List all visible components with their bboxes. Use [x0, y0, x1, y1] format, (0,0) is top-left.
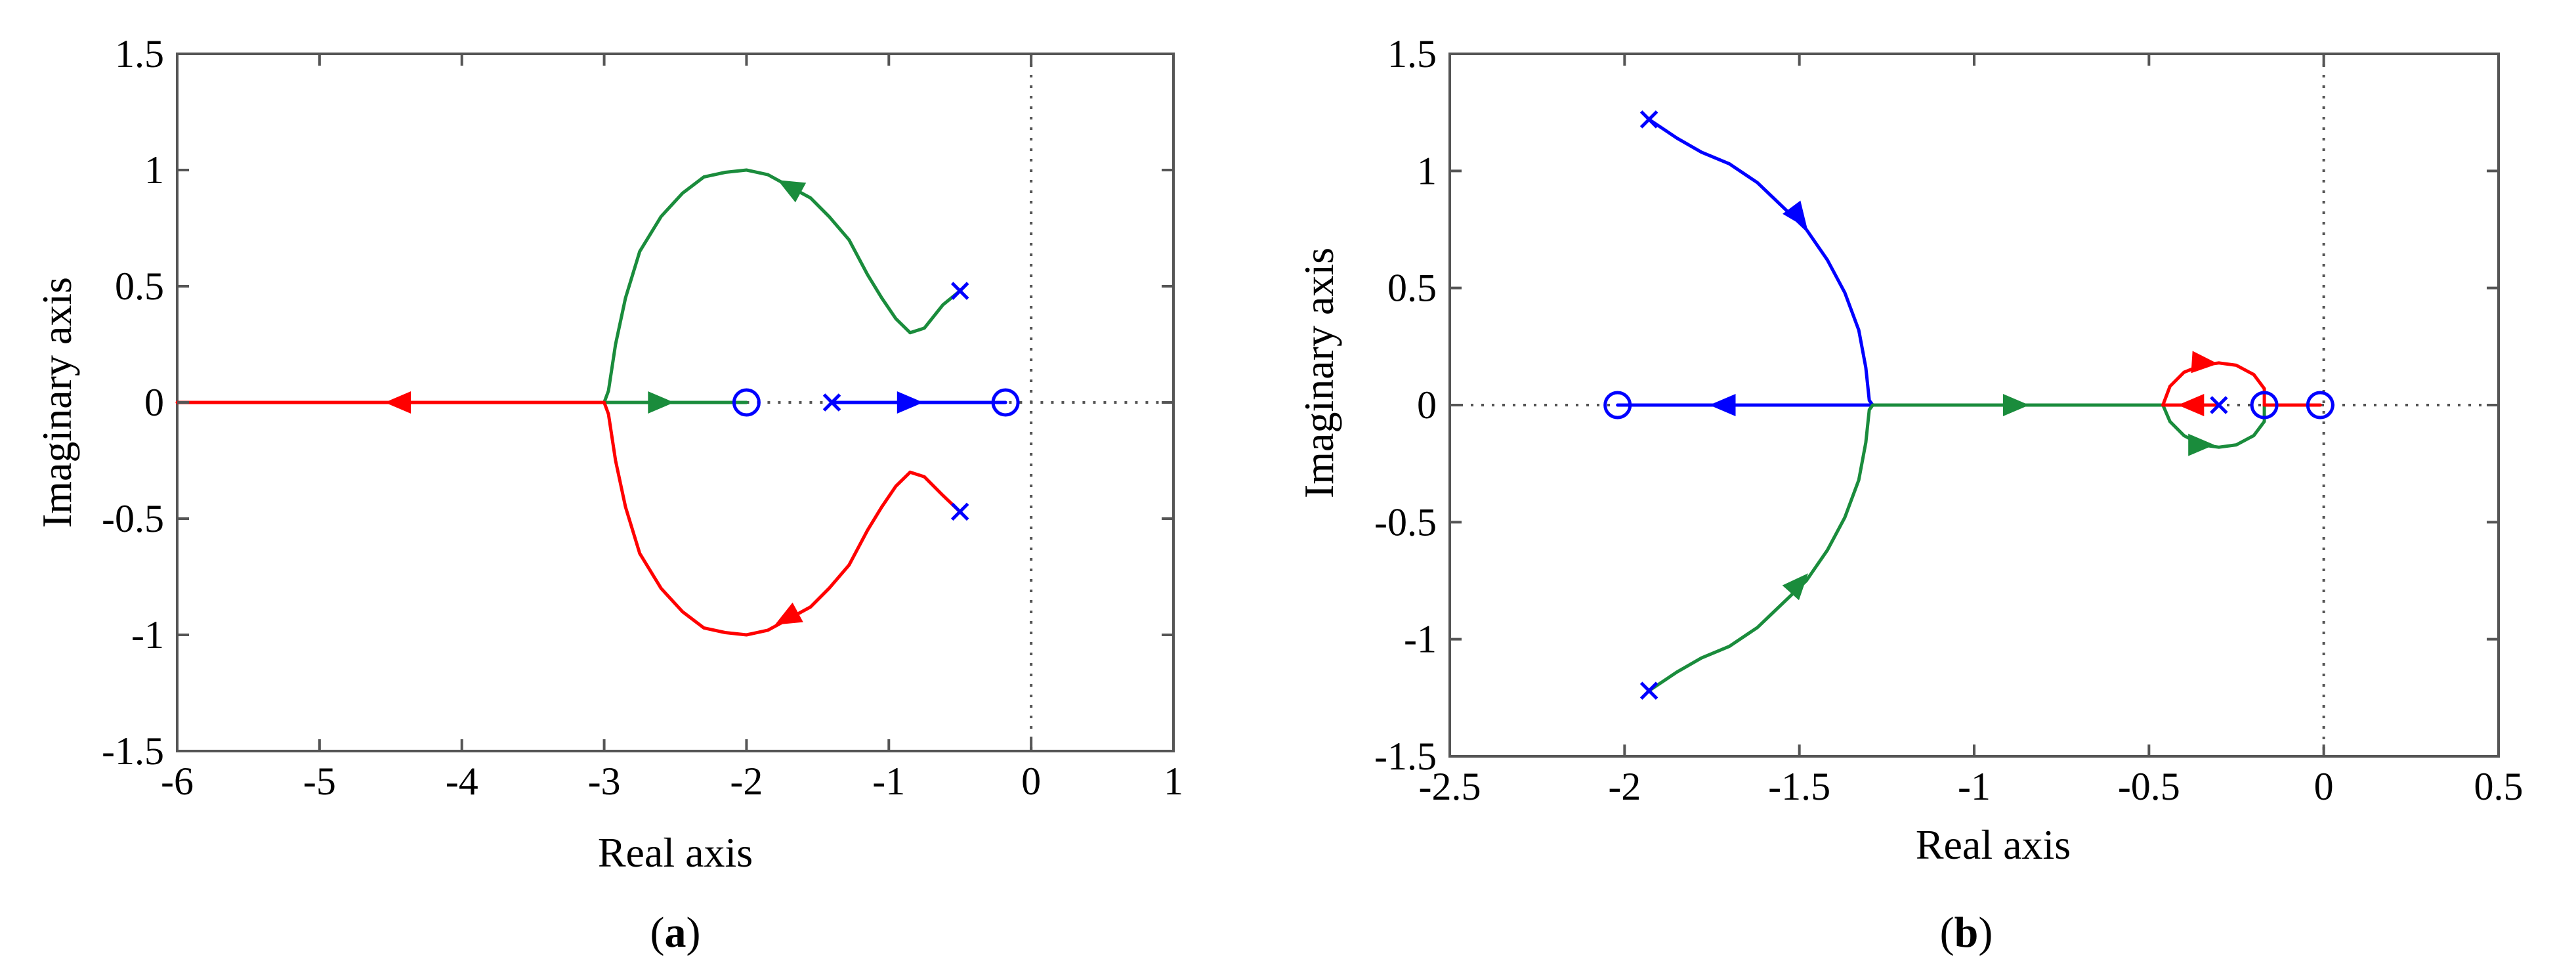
- zero-marker-b: [2250, 391, 2279, 420]
- series-line-branch-lower-a: [602, 400, 962, 637]
- x-tick-label-a: -6: [161, 760, 194, 803]
- pole-stroke: [822, 393, 841, 412]
- arrow-loop-green-b: [2188, 433, 2215, 456]
- pole-stroke: [950, 282, 969, 300]
- series-line-loop-green-b: [2161, 403, 2266, 449]
- y-axis-title-a: Imaginary axis: [33, 277, 80, 528]
- pole-marker-b: [1639, 110, 1658, 129]
- x-tick-label-a: -5: [303, 760, 336, 803]
- panel-letter-b: b: [1954, 909, 1979, 957]
- zero-marker-a: [732, 388, 761, 417]
- series-line-branch-upper-a: [602, 168, 962, 404]
- y-axis-title-b: Imaginary axis: [1296, 248, 1342, 498]
- arrow-branch-real-red-a: [385, 391, 412, 414]
- x-tick-label-a: 0: [1021, 760, 1041, 803]
- panel-label-a: (a): [650, 909, 701, 957]
- pole-marker-b: [1639, 681, 1658, 700]
- arrow-branch-real-green-b: [2002, 394, 2029, 416]
- pole-stroke: [950, 502, 969, 521]
- zero-marker-b: [1603, 391, 1632, 420]
- y-tick-label-a: 0.5: [115, 265, 164, 308]
- y-tick-label-a: 1.5: [115, 32, 164, 76]
- y-tick-label-b: 0.5: [1387, 267, 1437, 310]
- y-tick-label-b: -1.5: [1374, 735, 1437, 778]
- x-axis-title-a: Real axis: [598, 829, 753, 876]
- x-tick-label-b: -2.5: [1419, 765, 1481, 808]
- pole-marker-a: [950, 282, 969, 300]
- pole-marker-b: [2210, 396, 2228, 414]
- x-tick-label-b: -2: [1608, 765, 1641, 808]
- arrow-branch-upper-blue-b: [1783, 200, 1807, 228]
- y-tick-label-a: 1: [144, 148, 164, 192]
- pole-stroke: [2210, 396, 2228, 414]
- x-tick-label-a: -1: [872, 760, 905, 803]
- y-tick-label-b: 1.5: [1387, 32, 1437, 76]
- arrow-branch-real-red-b: [2178, 394, 2205, 416]
- x-tick-label-a: -3: [588, 760, 621, 803]
- panel-b: -2.5 -2 -1.5 -1 -0.5 0 0.5 -1.5 -1 -0.5 0 0.5 1 1.5 R…: [1296, 32, 2523, 957]
- x-tick-label-a: 1: [1164, 760, 1183, 803]
- arrow-branch-upper-a: [777, 180, 807, 203]
- x-tick-label-a: -4: [446, 760, 478, 803]
- y-tick-label-a: -0.5: [102, 497, 164, 540]
- series-line-loop-red-upper-b: [2161, 361, 2266, 407]
- x-axis-title-b: Real axis: [1916, 821, 2071, 868]
- x-tick-label-a: -2: [730, 760, 763, 803]
- y-tick-label-b: -1: [1404, 618, 1437, 661]
- arrow-loop-red-upper-b: [2191, 351, 2218, 374]
- panel-letter-a: a: [665, 909, 686, 957]
- arrow-branch-lower-green-b: [1782, 573, 1808, 601]
- pole-marker-a: [950, 502, 969, 521]
- arrow-branch-real-blue-b: [1709, 394, 1736, 416]
- x-tick-label-b: 0: [2314, 765, 2334, 808]
- arrow-branch-real-green-a: [648, 391, 675, 414]
- y-tick-label-a: 0: [144, 381, 164, 424]
- panel-label-b: (b): [1940, 909, 1993, 957]
- x-tick-label-b: -1: [1958, 765, 1991, 808]
- y-tick-label-b: 1: [1417, 149, 1437, 192]
- zero-marker-a: [991, 388, 1020, 417]
- pole-stroke: [1639, 110, 1658, 129]
- y-tick-label-b: 0: [1417, 383, 1437, 427]
- series-line-branch-lower-green-b: [1647, 403, 1874, 693]
- series-line-branch-upper-blue-b: [1647, 118, 1874, 407]
- y-tick-label-b: -0.5: [1374, 500, 1437, 544]
- arrow-branch-lower-a: [774, 602, 803, 625]
- x-tick-label-b: -1.5: [1768, 765, 1830, 808]
- x-tick-label-b: 0.5: [2474, 765, 2523, 808]
- pole-marker-a: [822, 393, 841, 412]
- x-tick-label-b: -0.5: [2118, 765, 2180, 808]
- zero-marker-b: [2306, 391, 2334, 420]
- panel-a: -6 -5 -4 -3 -2 -1 0 1 -1.5 -1 -0.5 0 0.5 1 1.5 Real ax…: [33, 32, 1183, 957]
- y-tick-label-a: -1: [131, 613, 164, 657]
- pole-stroke: [1639, 681, 1658, 700]
- y-tick-label-a: -1.5: [102, 729, 164, 773]
- arrow-branch-real-blue-a: [897, 391, 923, 414]
